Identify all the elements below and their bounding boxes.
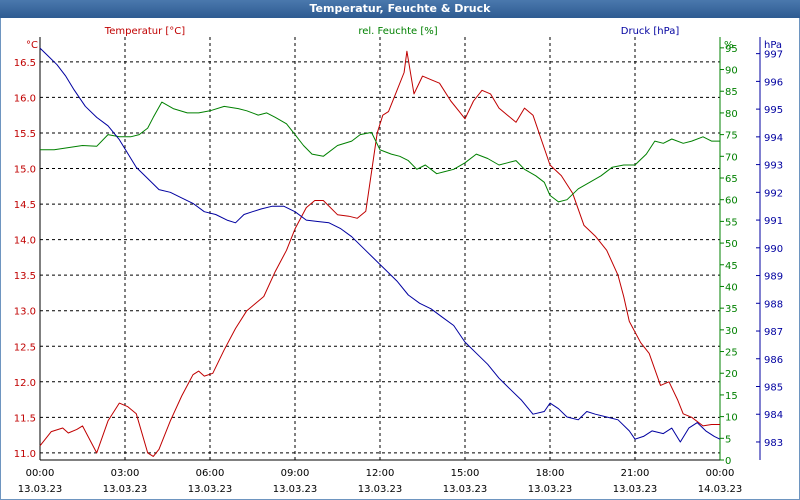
hum-tick-label: 0 [725, 456, 731, 467]
hum-tick-label: 80 [725, 109, 738, 120]
press-axis-unit: hPa [764, 40, 782, 51]
hum-tick-label: 30 [725, 326, 738, 337]
hum-tick-label: 70 [725, 152, 738, 163]
press-tick-label: 988 [764, 299, 783, 310]
hum-axis-unit: % [724, 40, 734, 51]
press-tick-label: 994 [764, 133, 783, 144]
x-tick-date: 13.03.23 [273, 484, 318, 495]
temp-tick-label: 14.0 [14, 236, 36, 247]
series-line-press [39, 47, 721, 443]
hum-tick-label: 15 [725, 391, 738, 402]
temp-tick-label: 11.5 [14, 413, 36, 424]
press-tick-label: 983 [764, 438, 783, 449]
temp-tick-label: 13.0 [14, 307, 36, 318]
hum-tick-label: 60 [725, 196, 738, 207]
press-tick-label: 986 [764, 355, 783, 366]
tick-labels: 00:00 13.03.23 03:00 13.03.23 06:00 13.03.23 0… [14, 44, 783, 495]
window-title: Temperatur, Feuchte & Druck [0, 0, 800, 18]
press-axis-label: Druck [hPa] [621, 26, 680, 37]
series-line-temp [39, 50, 720, 457]
temp-tick-label: 15.0 [14, 165, 36, 176]
x-tick-date: 13.03.23 [103, 484, 148, 495]
hum-tick-label: 25 [725, 348, 738, 359]
x-tick-date: 13.03.23 [18, 484, 63, 495]
x-tick-date: 14.03.23 [698, 484, 743, 495]
hum-tick-label: 50 [725, 239, 738, 250]
hum-tick-label: 65 [725, 174, 738, 185]
press-tick-label: 991 [764, 216, 783, 227]
x-tick-date: 13.03.23 [528, 484, 573, 495]
temp-tick-label: 13.5 [14, 271, 36, 282]
hum-tick-label: 5 [725, 434, 731, 445]
hum-tick-label: 85 [725, 87, 738, 98]
temp-tick-label: 11.0 [14, 449, 36, 460]
hum-tick-label: 20 [725, 369, 738, 380]
temp-tick-label: 16.0 [14, 93, 36, 104]
x-tick-time: 18:00 [536, 468, 565, 479]
x-tick-date: 13.03.23 [358, 484, 403, 495]
press-tick-label: 985 [764, 382, 783, 393]
temp-tick-label: 14.5 [14, 200, 36, 211]
press-tick-label: 997 [764, 50, 783, 61]
press-tick-label: 995 [764, 105, 783, 116]
temp-tick-label: 12.0 [14, 378, 36, 389]
press-tick-label: 993 [764, 161, 783, 172]
hum-tick-label: 45 [725, 261, 738, 272]
x-tick-date: 13.03.23 [188, 484, 233, 495]
x-tick-time: 15:00 [451, 468, 480, 479]
press-tick-label: 996 [764, 77, 783, 88]
temp-tick-label: 12.5 [14, 342, 36, 353]
x-tick-time: 21:00 [621, 468, 650, 479]
press-tick-label: 987 [764, 327, 783, 338]
axes [39, 37, 761, 461]
temp-tick-label: 16.5 [14, 58, 36, 69]
grid [40, 37, 720, 460]
x-tick-time: 12:00 [366, 468, 395, 479]
x-tick-time: 06:00 [196, 468, 225, 479]
press-tick-label: 992 [764, 188, 783, 199]
hum-tick-label: 75 [725, 131, 738, 142]
x-tick-date: 13.03.23 [443, 484, 488, 495]
hum-tick-label: 35 [725, 304, 738, 315]
hum-tick-label: 90 [725, 66, 738, 77]
hum-tick-label: 55 [725, 217, 738, 228]
series-lines [39, 47, 721, 457]
x-tick-time: 09:00 [281, 468, 310, 479]
hum-tick-label: 40 [725, 282, 738, 293]
press-tick-label: 990 [764, 244, 783, 255]
x-tick-time: 00:00 [706, 468, 735, 479]
x-tick-date: 13.03.23 [613, 484, 658, 495]
press-tick-label: 984 [764, 410, 783, 421]
x-tick-time: 00:00 [26, 468, 55, 479]
temp-axis-label: Temperatur [°C] [104, 26, 185, 37]
temp-axis-unit: °C [26, 40, 38, 51]
temp-tick-label: 15.5 [14, 129, 36, 140]
hum-tick-label: 10 [725, 413, 738, 424]
hum-tick-label: 95 [725, 44, 738, 55]
hum-axis-label: rel. Feuchte [%] [358, 26, 437, 37]
press-tick-label: 989 [764, 272, 783, 283]
series-line-hum [40, 101, 720, 203]
x-tick-time: 03:00 [111, 468, 140, 479]
